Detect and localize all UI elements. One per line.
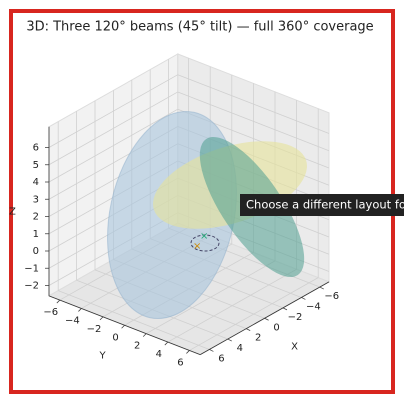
tick-mark <box>142 333 147 337</box>
z-tick-label: 5 <box>33 160 39 171</box>
tick-mark <box>164 341 169 346</box>
y-axis-label: Y <box>99 350 107 361</box>
tick-mark <box>209 349 214 352</box>
z-axis-label: Z <box>9 206 16 217</box>
y-tick-label: −4 <box>65 315 80 326</box>
z-tick-label: 4 <box>33 177 39 188</box>
z-tick-label: 3 <box>33 194 39 205</box>
x-axis-label: X <box>291 341 298 352</box>
y-tick-label: 4 <box>156 349 162 360</box>
grid-line <box>146 260 276 334</box>
marker: × <box>193 241 201 252</box>
tooltip-box <box>240 194 404 216</box>
grid-line <box>48 74 178 148</box>
tick-mark <box>246 328 251 332</box>
z-tick-label: −1 <box>24 263 39 274</box>
y-tick-label: 2 <box>134 341 140 352</box>
tick-mark <box>282 307 288 311</box>
tick-mark <box>99 316 104 321</box>
grid-line <box>177 91 330 152</box>
z-tick-label: 0 <box>33 246 39 257</box>
z-tick-label: 2 <box>33 212 39 223</box>
x-tick-label: 6 <box>218 353 224 364</box>
tick-mark <box>227 338 232 342</box>
grid-line <box>48 108 178 183</box>
x-tick-label: 4 <box>237 343 243 354</box>
grid-line <box>189 277 319 351</box>
axis-line <box>48 295 201 356</box>
tick-mark <box>301 297 306 300</box>
grid-line <box>177 74 330 134</box>
chart-title: 3D: Three 120° beams (45° tilt) — full 3… <box>26 20 373 35</box>
marker: × <box>200 231 208 242</box>
grid-line <box>167 268 297 343</box>
axis-line <box>200 281 330 355</box>
y-tick-label: −2 <box>87 324 102 335</box>
tooltip: Choose a different layout for s <box>246 198 404 212</box>
y-tick-label: 0 <box>112 332 118 343</box>
x-tick-label: −4 <box>306 301 321 312</box>
x-tick-label: 0 <box>273 322 279 333</box>
tick-mark <box>186 350 190 354</box>
tick-mark <box>78 308 82 312</box>
tick-mark <box>319 286 324 290</box>
x-tick-label: −2 <box>288 312 303 323</box>
x-tick-label: 2 <box>255 333 261 344</box>
y-tick-label: 6 <box>177 357 183 368</box>
coverage-ring <box>190 234 220 252</box>
z-tick-label: −2 <box>24 281 39 292</box>
tick-mark <box>264 317 269 321</box>
x-tick-label: −6 <box>324 291 339 302</box>
z-tick-label: 1 <box>33 229 39 240</box>
z-tick-label: 6 <box>33 143 39 154</box>
tick-mark <box>56 299 61 304</box>
grid-line <box>48 91 178 166</box>
tick-mark <box>121 324 125 329</box>
y-tick-label: −6 <box>43 307 58 318</box>
